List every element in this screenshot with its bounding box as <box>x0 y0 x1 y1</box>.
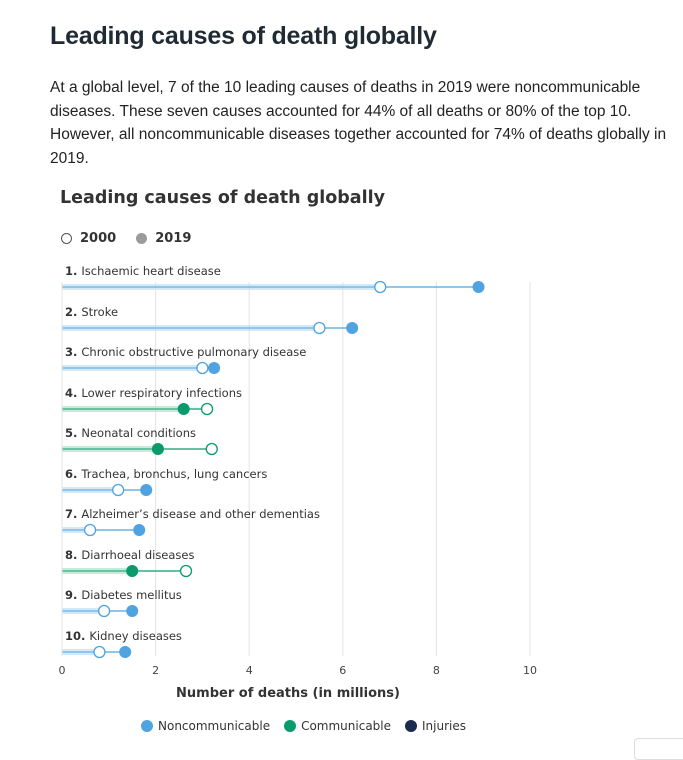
category-label: 4. Lower respiratory infections <box>65 386 242 400</box>
legend-communicable-label: Communicable <box>301 719 392 733</box>
intro-paragraph: At a global level, 7 of the 10 leading c… <box>50 79 667 167</box>
category-label: 1. Ischaemic heart disease <box>65 264 221 278</box>
legend-2000-label: 2000 <box>80 231 117 246</box>
x-tick-label: 8 <box>433 664 440 677</box>
legend-noncommunicable-label: Noncommunicable <box>158 719 271 733</box>
page-title: Leading causes of death globally <box>50 22 437 50</box>
legend-noncommunicable[interactable]: Noncommunicable <box>141 719 270 733</box>
point-2000 <box>97 604 111 618</box>
legend-2019[interactable]: 2019 <box>136 231 191 246</box>
legend-2000[interactable]: 2000 <box>61 231 116 246</box>
category-label: 5. Neonatal conditions <box>65 426 196 440</box>
point-2019 <box>140 484 153 496</box>
point-2019 <box>126 565 139 577</box>
point-2019 <box>119 646 132 658</box>
point-2000 <box>83 523 97 537</box>
point-2000 <box>179 564 193 578</box>
point-2000 <box>112 483 125 497</box>
category-label: 6. Trachea, bronchus, lung cancers <box>65 467 267 481</box>
point-2000 <box>200 402 214 416</box>
category-label: 7. Alzheimer’s disease and other dementi… <box>65 507 320 521</box>
point-2019 <box>133 524 146 536</box>
communicable-dot-icon <box>284 720 297 732</box>
x-tick-label: 10 <box>523 664 537 677</box>
year-legend: 2000 2019 <box>61 231 211 246</box>
point-2000 <box>313 321 326 335</box>
point-2000 <box>374 280 387 294</box>
category-label: 8. Diarrhoeal diseases <box>65 548 195 562</box>
point-2019 <box>208 362 221 374</box>
group-legend: Noncommunicable Communicable Injuries <box>141 719 480 733</box>
category-label: 10. Kidney diseases <box>65 629 182 643</box>
point-2019 <box>126 605 139 617</box>
category-label: 2. Stroke <box>65 305 118 319</box>
point-2019 <box>472 281 485 293</box>
category-label: 9. Diabetes mellitus <box>65 588 182 602</box>
point-2000 <box>93 645 106 659</box>
legend-injuries[interactable]: Injuries <box>405 719 466 733</box>
x-tick-label: 4 <box>246 664 253 677</box>
noncommunicable-dot-icon <box>141 720 153 732</box>
legend-injuries-label: Injuries <box>422 719 467 733</box>
corner-widget <box>634 738 683 760</box>
open-circle-icon <box>61 233 72 244</box>
point-2000 <box>196 361 209 375</box>
chart-title: Leading causes of death globally <box>60 188 386 208</box>
x-axis-title: Number of deaths (in millions) <box>176 686 400 701</box>
point-2000 <box>205 442 218 456</box>
x-tick-label: 2 <box>152 664 159 677</box>
filled-circle-icon <box>136 233 148 244</box>
point-2019 <box>151 443 164 455</box>
legend-communicable[interactable]: Communicable <box>284 719 391 733</box>
x-tick-label: 6 <box>339 664 346 677</box>
x-tick-label: 0 <box>59 664 66 677</box>
point-2019 <box>346 322 359 334</box>
injuries-dot-icon <box>405 720 418 732</box>
legend-2019-label: 2019 <box>155 231 192 246</box>
category-label: 3. Chronic obstructive pulmonary disease <box>65 345 306 359</box>
point-2019 <box>177 403 190 415</box>
